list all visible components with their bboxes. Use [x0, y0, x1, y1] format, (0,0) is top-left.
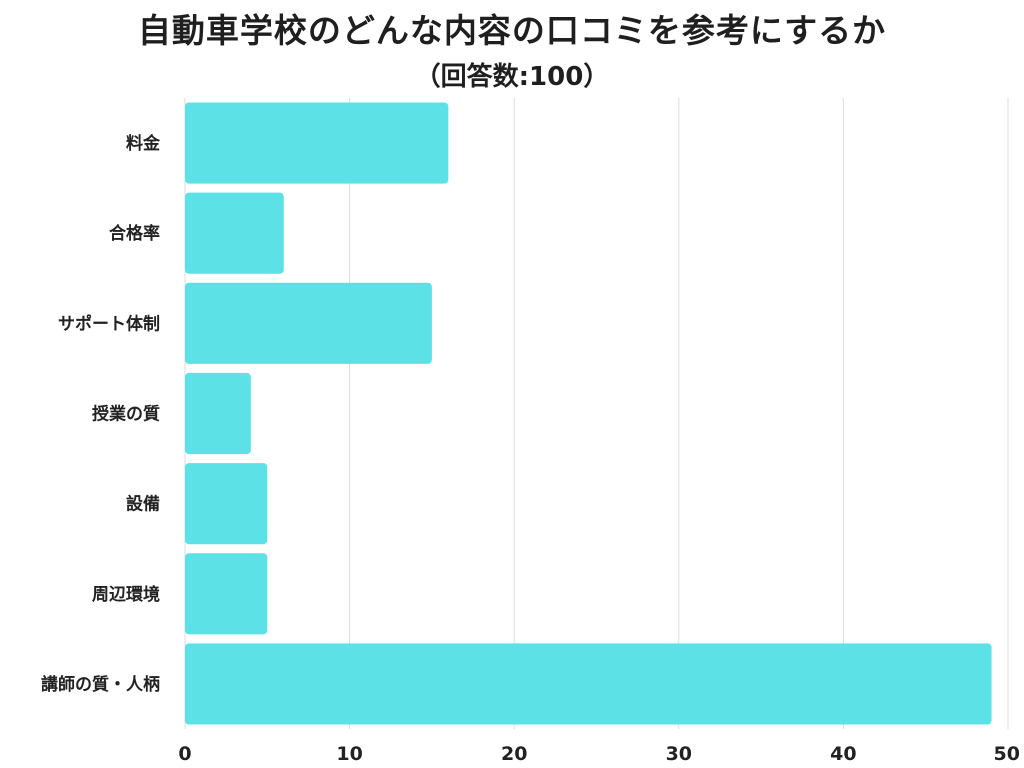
- x-tick-labels: 0 10 20 30 40 50: [178, 743, 1020, 765]
- chart-title: 自動車学校のどんな内容の口コミを参考にするか: [137, 11, 887, 50]
- bar: [185, 643, 992, 725]
- x-tick-label: 20: [501, 743, 527, 765]
- bars: [185, 102, 992, 725]
- category-label: 授業の質: [92, 404, 160, 425]
- bar: [185, 282, 432, 364]
- x-tick-label: 10: [336, 743, 362, 765]
- bar: [185, 553, 268, 635]
- bar: [185, 192, 284, 274]
- x-tick-label: 50: [994, 743, 1020, 765]
- category-label: 設備: [126, 494, 160, 515]
- x-tick-label: 30: [666, 743, 692, 765]
- category-label: サポート体制: [58, 313, 160, 334]
- bar: [185, 102, 449, 184]
- category-label: 周辺環境: [92, 584, 160, 605]
- category-label: 料金: [126, 133, 161, 154]
- category-label: 合格率: [109, 223, 160, 244]
- grid-lines: [184, 98, 1009, 729]
- chart-subtitle: （回答数:100）: [414, 62, 610, 92]
- category-label: 講師の質・人柄: [41, 674, 160, 695]
- x-tick-label: 40: [830, 743, 856, 765]
- bar: [185, 463, 268, 545]
- bar: [185, 372, 251, 455]
- x-tick-label: 0: [178, 743, 191, 765]
